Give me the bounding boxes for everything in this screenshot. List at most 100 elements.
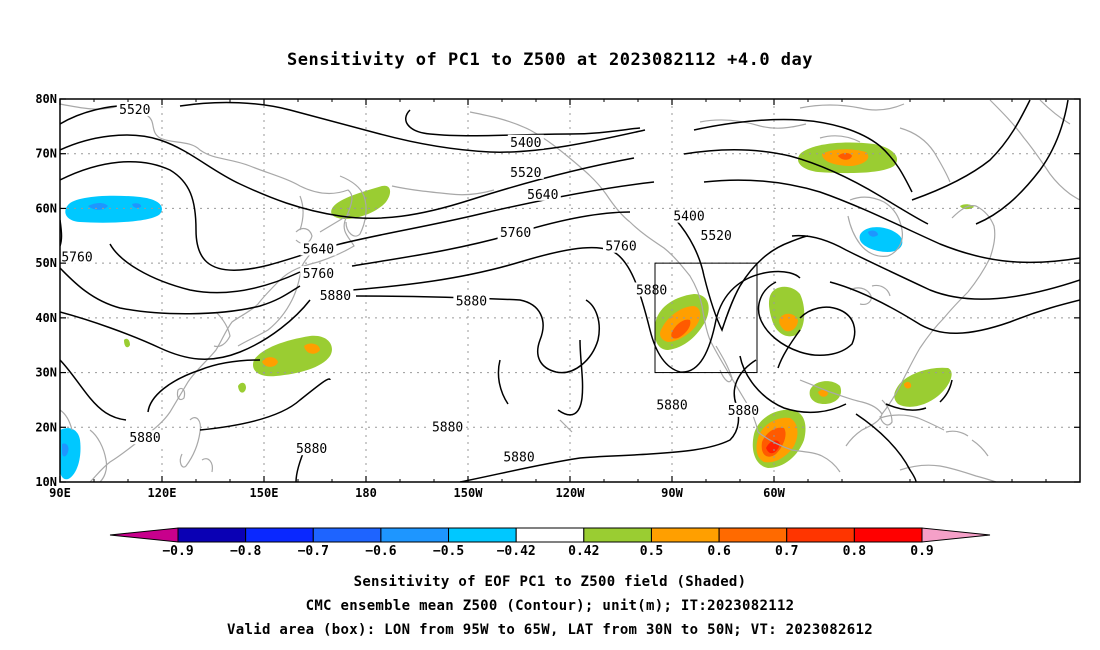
footer-line-1: Sensitivity of EOF PC1 to Z500 field (Sh…: [353, 574, 747, 590]
colorbar-segment: [515, 527, 585, 543]
contour-line: [757, 281, 856, 357]
contour-label-bg: [453, 293, 490, 308]
contour-line: [703, 179, 1080, 264]
colorbar-label: 0.42: [568, 544, 599, 559]
colorbar-low-triangle: [109, 527, 179, 543]
contour-line: [855, 413, 917, 482]
colorbar: −0.9 −0.8 −0.7 −0.6 −0.5 −0.42 0.42 0.5 0.6 0.7 0.…: [109, 527, 991, 559]
colorbar-high-triangle: [921, 527, 991, 543]
contour-line: [60, 359, 127, 421]
coastline-japan: [237, 247, 317, 347]
footer-line-3: Valid area (box): LON from 95W to 65W, L…: [227, 622, 873, 638]
lat-tick-label: 10N: [35, 475, 57, 489]
contour-label: 5400: [673, 210, 704, 225]
contour-label: 5880: [503, 450, 534, 465]
contour-line: [60, 161, 655, 271]
coastline-canada: [951, 205, 996, 293]
coastline-greenland: [989, 99, 1080, 201]
colorbar-label: −0.7: [298, 544, 329, 559]
colorbar-segment: [380, 527, 450, 543]
contour-label-bg: [633, 282, 670, 297]
coastline-florida: [879, 399, 893, 426]
colorbar-label: 0.9: [910, 544, 933, 559]
colorbar-label: −0.8: [230, 544, 261, 559]
coastline-baja: [715, 345, 733, 383]
contour-label-bg: [497, 225, 534, 240]
coastline-indochina: [60, 409, 73, 431]
contour-label: 5520: [510, 166, 541, 181]
lon-tick-label: 90W: [661, 486, 683, 500]
contour-label: 5880: [129, 431, 160, 446]
positive-sensitivity-patch: [894, 367, 952, 407]
contour-line: [777, 329, 801, 369]
contour-line: [791, 234, 1080, 300]
contour-label: 5760: [500, 226, 531, 241]
contour-label-bg: [698, 227, 735, 242]
lat-tick-label: 50N: [35, 256, 57, 270]
contour-label-bg: [671, 208, 707, 223]
contour-line: [911, 99, 1031, 201]
positive-sensitivity-core: [779, 313, 798, 332]
chart-title: Sensitivity of PC1 to Z500 at 2023082112…: [286, 50, 813, 70]
contour-line: [199, 378, 331, 431]
contour-label-bg: [116, 101, 153, 116]
colorbar-segment: [583, 527, 652, 543]
lon-tick-label: 120E: [148, 486, 177, 500]
contour-label: 5760: [61, 251, 92, 266]
lat-lon-gridlines: [60, 99, 1080, 482]
contour-label: 5880: [432, 420, 463, 435]
lat-tick-label: 60N: [35, 201, 57, 215]
colorbar-segment: [718, 527, 788, 543]
coastline-caribbean: [971, 439, 989, 457]
contour-label: 5880: [728, 404, 759, 419]
coastline-great-lakes: [849, 287, 872, 305]
colorbar-label: −0.42: [497, 544, 536, 559]
valid-area-box: [654, 262, 758, 374]
colorbar-segment: [177, 527, 247, 543]
footer-line-2: CMC ensemble mean Z500 (Contour); unit(m…: [305, 598, 795, 614]
contour-line: [939, 379, 953, 403]
coastline-philippines: [179, 417, 201, 468]
coastline-gulf: [799, 379, 883, 447]
contour-line: [109, 243, 301, 294]
contour-label: 5880: [656, 398, 687, 413]
coastline-hispaniola: [945, 430, 969, 437]
coastline-south-america: [899, 464, 997, 482]
colorbar-label: 0.6: [707, 544, 731, 559]
lat-tick-label: 20N: [35, 420, 57, 434]
colorbar-segment: [312, 527, 382, 543]
negative-sensitivity-core: [62, 443, 69, 457]
contour-line: [885, 403, 927, 411]
lon-tick-label: 180: [355, 486, 377, 500]
contour-label: 5880: [296, 442, 327, 457]
contour-label-bg: [127, 430, 163, 445]
contour-label-bg: [317, 287, 354, 302]
colorbar-label: −0.6: [365, 544, 396, 559]
contour-label-layer: 5520 5400 5520 5640 5400 5520 5760 5760 5640 5760…: [59, 101, 762, 465]
colorbar-segment: [650, 527, 720, 543]
contour-line: [351, 246, 801, 373]
contour-line: [60, 299, 311, 360]
contour-label: 5880: [320, 289, 351, 304]
contour-label: 5520: [701, 229, 732, 244]
contour-line: [60, 134, 635, 220]
coastline-mexico: [757, 431, 841, 473]
contour-label-bg: [524, 186, 561, 201]
negative-sensitivity-patch: [65, 195, 162, 223]
contour-label-bg: [59, 249, 95, 264]
lon-tick-label: 120W: [556, 486, 586, 500]
coastline-hawaii: [559, 419, 573, 433]
contour-line: [405, 109, 641, 137]
coastline-indochina: [89, 429, 108, 482]
coastline-kuril: [319, 213, 351, 233]
contour-line: [975, 99, 1069, 225]
colorbar-segment: [448, 527, 517, 543]
contour-label-bg: [507, 134, 544, 149]
colorbar-label: 0.8: [843, 544, 867, 559]
positive-sensitivity-core: [818, 389, 828, 397]
positive-sensitivity-patch: [124, 338, 130, 348]
coastline-kamchatka: [339, 175, 367, 237]
contour-label-bg: [654, 397, 690, 412]
contour-label: 5520: [119, 103, 150, 118]
